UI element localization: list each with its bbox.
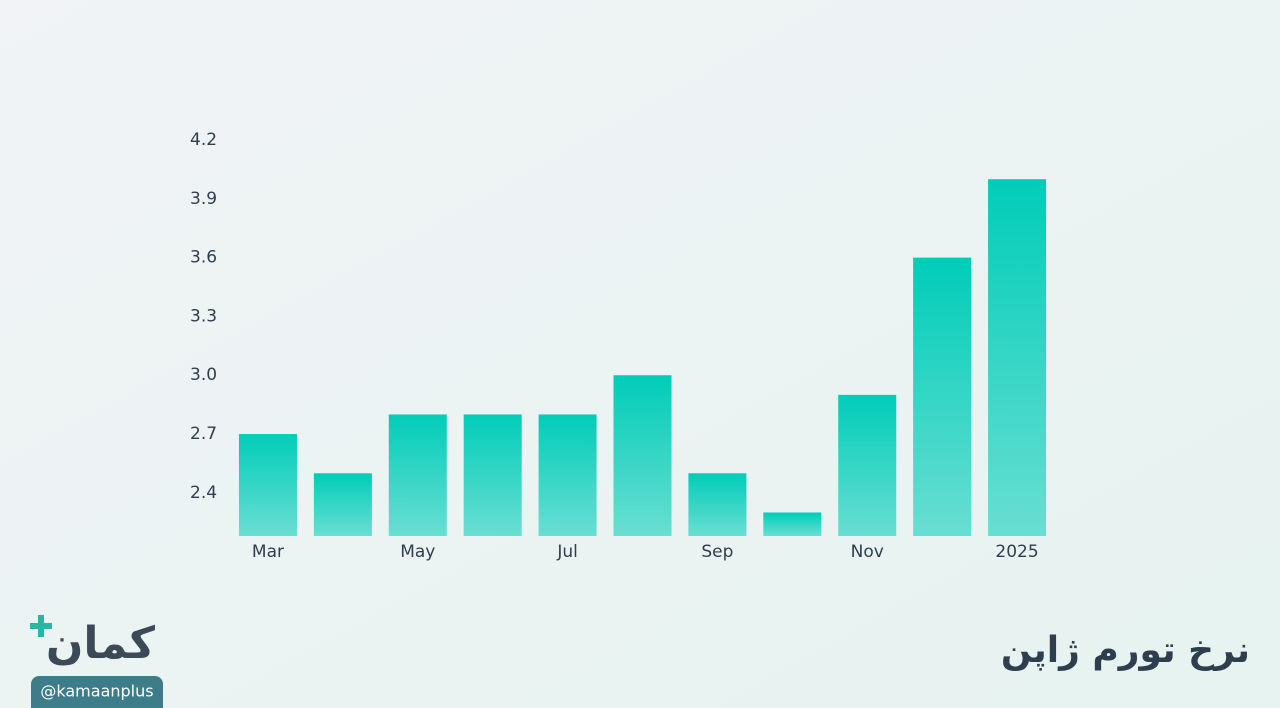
bar: [538, 414, 597, 536]
bar: [313, 473, 372, 536]
handle: @kamaanplus: [40, 682, 153, 701]
y-tick-label: 3.3: [190, 306, 217, 326]
y-tick-label: 2.7: [190, 424, 217, 444]
y-tick-label: 3.0: [190, 365, 217, 385]
handle-badge: [31, 676, 163, 708]
x-tick-label: Nov: [851, 542, 884, 562]
bar: [763, 512, 822, 536]
y-tick-label: 3.6: [190, 248, 217, 268]
bar: [463, 414, 522, 536]
bar: [988, 179, 1047, 536]
x-tick-label: Sep: [701, 542, 733, 562]
bar: [613, 375, 672, 536]
x-tick-label: 2025: [995, 542, 1038, 562]
bar: [838, 394, 897, 536]
bar: [688, 473, 747, 536]
bar: [238, 434, 297, 536]
logo: کمان: [46, 618, 156, 669]
chart-title: نرخ تورم ژاپن: [1001, 630, 1250, 671]
y-tick-label: 2.4: [190, 483, 217, 503]
bar: [913, 257, 972, 536]
x-tick-label: May: [400, 542, 435, 562]
bar: [388, 414, 447, 536]
logo-plus: [30, 615, 52, 637]
x-tick-label: Jul: [556, 542, 578, 562]
x-tick-label: Mar: [252, 542, 284, 562]
y-tick-label: 3.9: [190, 189, 217, 209]
y-tick-label: 4.2: [190, 130, 217, 150]
